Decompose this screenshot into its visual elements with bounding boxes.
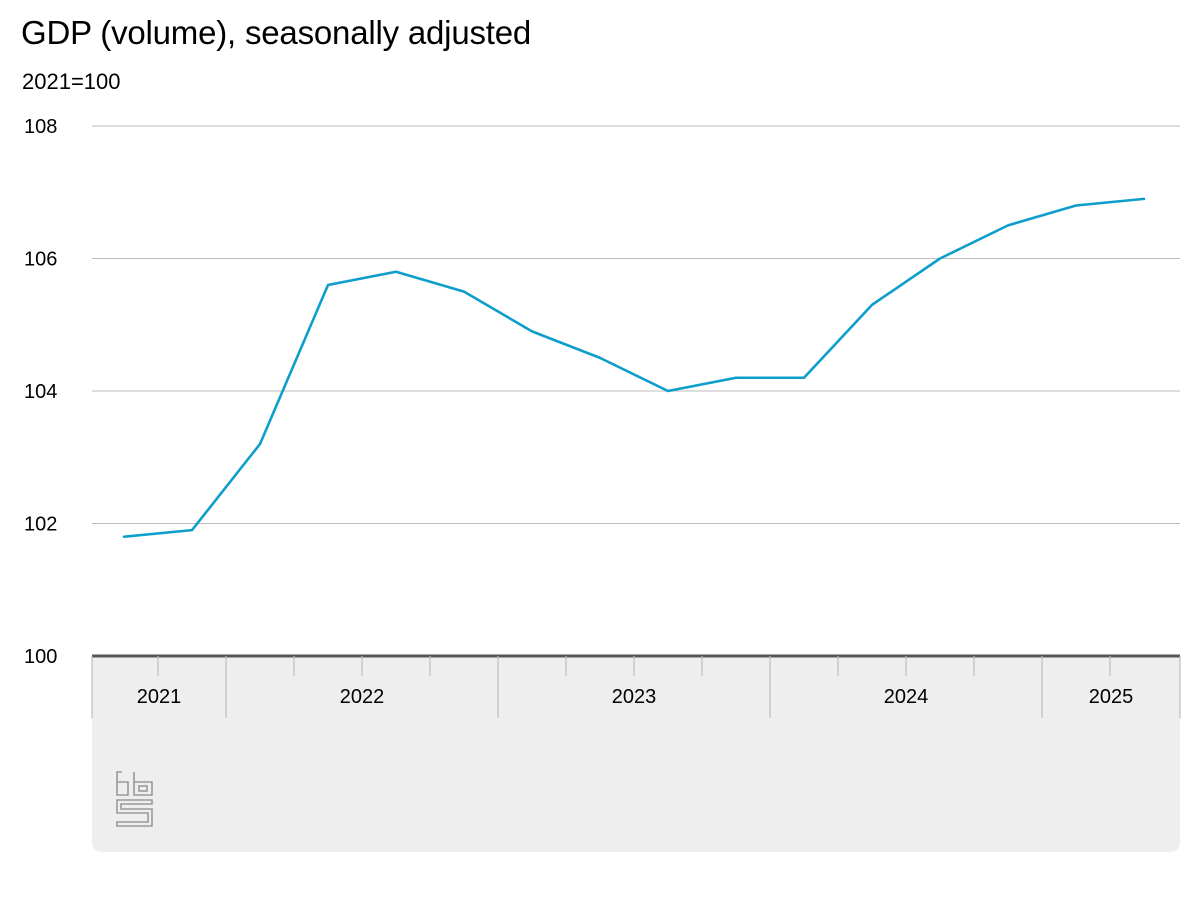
y-tick-label: 100 (24, 646, 57, 668)
x-year-label: 2025 (1089, 686, 1134, 708)
chart-subtitle: 2021=100 (22, 69, 121, 94)
x-year-label: 2024 (884, 686, 929, 708)
y-tick-label: 106 (24, 249, 57, 271)
chart-title: GDP (volume), seasonally adjusted (21, 14, 532, 51)
y-tick-label: 108 (24, 116, 57, 138)
series-line (122, 197, 1146, 539)
x-axis-panel (92, 656, 1180, 852)
y-tick-label: 102 (24, 514, 57, 536)
cbs-logo-icon (116, 771, 153, 827)
y-tick-label: 104 (24, 381, 57, 403)
x-year-label: 2023 (612, 686, 657, 708)
x-axis-panel-top (92, 656, 1180, 676)
x-year-label: 2021 (137, 686, 182, 708)
x-year-label: 2022 (340, 686, 385, 708)
